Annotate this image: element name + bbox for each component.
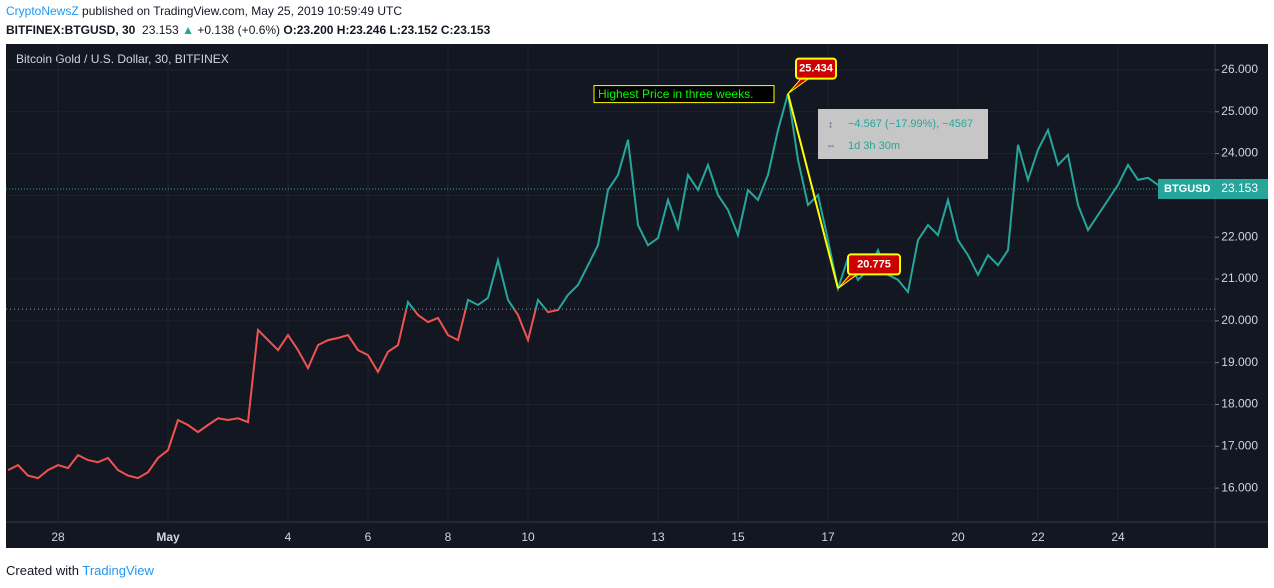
- price: 23.153: [142, 23, 179, 37]
- note-box: [593, 85, 775, 104]
- measure-box: [818, 109, 988, 159]
- last-price-name: BTGUSD: [1164, 183, 1211, 195]
- open: O:23.200: [283, 23, 334, 37]
- y-tick-label: 16.000: [1221, 480, 1258, 494]
- footer: Created with TradingView: [6, 563, 154, 578]
- low: L:23.152: [389, 23, 438, 37]
- last-price-label: 23.153: [1221, 181, 1258, 195]
- x-tick-label: 28: [51, 530, 65, 544]
- arrow: ▲: [182, 23, 194, 37]
- x-tick-label: 20: [951, 530, 965, 544]
- x-tick-label: 22: [1031, 530, 1045, 544]
- note: Highest Price in three weeks.: [598, 87, 753, 101]
- measure-duration: 1d 3h 30m: [848, 140, 900, 152]
- brand[interactable]: TradingView: [82, 563, 154, 578]
- change: +0.138 (+0.6%): [197, 23, 281, 37]
- measure-icon: ⇔: [826, 141, 836, 152]
- y-tick-label: 25.000: [1221, 104, 1258, 118]
- high-callout: [795, 57, 837, 80]
- high: H:23.246: [336, 23, 387, 37]
- x-tick-label: 10: [521, 530, 535, 544]
- x-tick-label: 6: [365, 530, 372, 544]
- y-tick-label: 19.000: [1221, 355, 1258, 369]
- y-tick-label: 18.000: [1221, 397, 1258, 411]
- x-tick-label: 15: [731, 530, 745, 544]
- price-line: [7, 93, 1169, 480]
- y-tick-label: 26.000: [1221, 62, 1258, 76]
- x-tick-label: 8: [445, 530, 452, 544]
- x-tick-label: 17: [821, 530, 835, 544]
- x-tick-label: 13: [651, 530, 665, 544]
- trend-line: [787, 93, 839, 289]
- high-callout-label: 25.434: [799, 63, 834, 75]
- x-tick-label: 24: [1111, 530, 1125, 544]
- y-tick-label: 22.000: [1221, 229, 1258, 243]
- symbol-line: BITFINEX:BTGUSD, 30 23.153 ▲ +0.138 (+0.…: [6, 23, 490, 37]
- y-tick-label: 24.000: [1221, 146, 1258, 160]
- x-tick-label: May: [156, 530, 180, 544]
- created: Created with: [6, 563, 79, 578]
- last-price-box: [1158, 178, 1268, 199]
- low-callout-label: 20.775: [857, 258, 891, 270]
- low-callout: [847, 253, 901, 276]
- x-tick-label: 4: [285, 530, 292, 544]
- y-tick-label: 20.000: [1221, 313, 1258, 327]
- chart-background: [6, 44, 1268, 548]
- symbol: BITFINEX:BTGUSD, 30: [6, 23, 136, 37]
- y-tick-label: 21.000: [1221, 271, 1258, 285]
- header-line: CryptoNewsZ published on TradingView.com…: [6, 4, 402, 18]
- measure-icon: ↕: [828, 120, 833, 131]
- published: published on TradingView.com, May 25, 20…: [82, 4, 403, 18]
- close: C:23.153: [440, 23, 491, 37]
- chart: Bitcoin Gold / U.S. Dollar, 30, BITFINEX…: [6, 44, 1268, 548]
- y-tick-label: 17.000: [1221, 438, 1258, 452]
- chart-title: Bitcoin Gold / U.S. Dollar, 30, BITFINEX: [16, 52, 229, 66]
- publisher[interactable]: CryptoNewsZ: [6, 4, 79, 18]
- measure-change: −4.567 (−17.99%), −4567: [848, 118, 973, 130]
